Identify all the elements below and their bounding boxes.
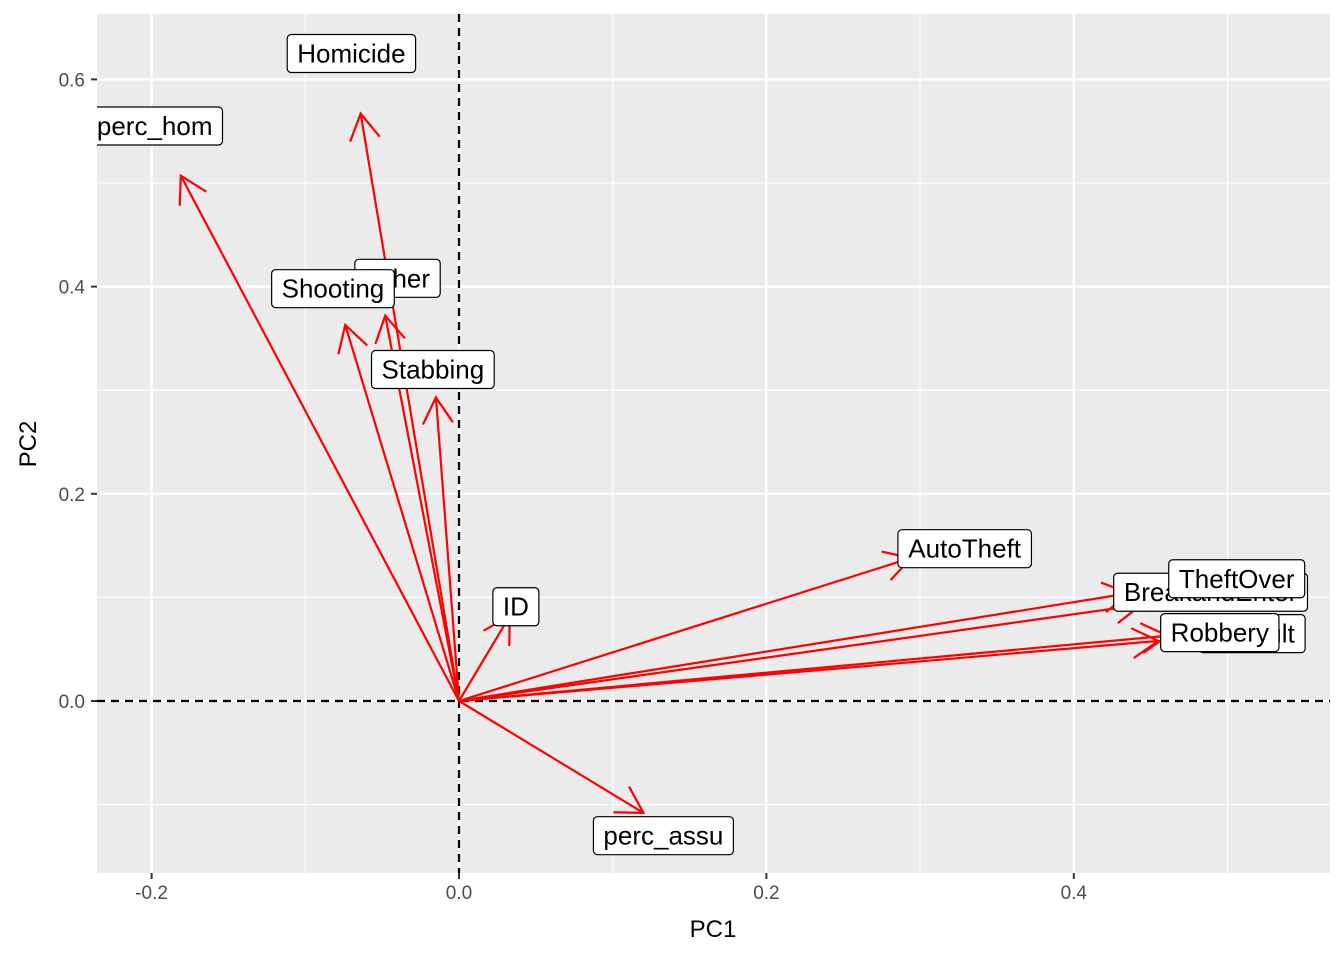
- arrow-Robbery: [458, 627, 1161, 703]
- label-box: [97, 106, 224, 146]
- x-tick-label: 0.0: [446, 883, 472, 904]
- label-box: [271, 269, 395, 309]
- arrow-Stabbing: [421, 395, 461, 702]
- arrow-head: [1130, 627, 1161, 659]
- arrow-shaft: [458, 700, 645, 814]
- label-layer: Homicideperc_homOtherShootingStabbingIDA…: [97, 33, 1309, 856]
- x-tick-label: -0.2: [135, 883, 168, 904]
- vector-label: AutoTheft: [908, 534, 1022, 564]
- arrow-head: [613, 786, 646, 815]
- arrow-shaft: [344, 324, 461, 702]
- x-tick-label: 0.4: [1061, 883, 1088, 904]
- y-axis-title: PC2: [15, 421, 42, 468]
- label-Robbery: Robbery: [1160, 613, 1280, 653]
- vector-label: ID: [503, 592, 529, 622]
- arrow-head: [421, 395, 454, 425]
- y-tick-label: 0.0: [59, 692, 85, 713]
- arrow-Shooting: [337, 322, 461, 702]
- arrow-head: [349, 111, 381, 143]
- arrow-shaft: [179, 175, 460, 702]
- y-tick-label: 0.6: [59, 70, 85, 91]
- label-box: [286, 33, 417, 74]
- panel-background: [97, 14, 1330, 873]
- label-AutoTheft: AutoTheft: [897, 529, 1033, 569]
- arrow-shaft: [458, 639, 1159, 703]
- vector-label: TheftOver: [1179, 564, 1295, 594]
- label-box: [1160, 613, 1280, 653]
- vector-label: Homicide: [297, 39, 405, 69]
- vector-label: perc_assu: [603, 821, 723, 851]
- label-box: [370, 349, 495, 390]
- arrow-shaft: [359, 113, 461, 702]
- arrow-perc_hom: [178, 173, 460, 702]
- arrow-shaft: [458, 603, 1142, 703]
- arrow-head: [374, 313, 406, 345]
- arrow-shaft: [458, 615, 511, 702]
- y-tick-label: 0.2: [59, 485, 85, 506]
- arrow-shaft: [458, 592, 1130, 703]
- label-perc_hom: perc_hom: [97, 106, 224, 146]
- x-tick-label: 0.2: [753, 883, 779, 904]
- label-TheftOver: TheftOver: [1168, 559, 1306, 599]
- arrow-layer: [178, 111, 1170, 815]
- label-Stabbing: Stabbing: [370, 349, 495, 390]
- label-box: [1168, 559, 1306, 599]
- vector-label: Shooting: [282, 274, 385, 304]
- label-Shooting: Shooting: [271, 269, 395, 309]
- x-axis-title: PC1: [690, 916, 737, 943]
- label-box: [897, 529, 1033, 569]
- axes: -0.2 0.0 0.2 0.4 0.0 0.2 0.4 0.6: [59, 70, 1088, 904]
- reference-lines: [97, 14, 1330, 873]
- vector-label: perc_hom: [97, 111, 213, 141]
- arrow-head: [337, 322, 368, 355]
- label-box: [592, 816, 735, 856]
- y-tick-label: 0.4: [59, 278, 86, 299]
- arrow-Homicide: [349, 111, 461, 702]
- vector-label: Stabbing: [382, 354, 485, 384]
- label-Homicide: Homicide: [286, 33, 417, 74]
- arrow-head: [178, 173, 207, 206]
- label-perc_assu: perc_assu: [592, 816, 735, 856]
- label-ID: ID: [492, 587, 540, 627]
- arrow-perc_assu: [458, 700, 646, 815]
- arrow-shaft: [434, 397, 461, 702]
- label-box: [492, 587, 540, 627]
- vector-label: Robbery: [1171, 618, 1269, 648]
- arrow-shaft: [458, 556, 912, 703]
